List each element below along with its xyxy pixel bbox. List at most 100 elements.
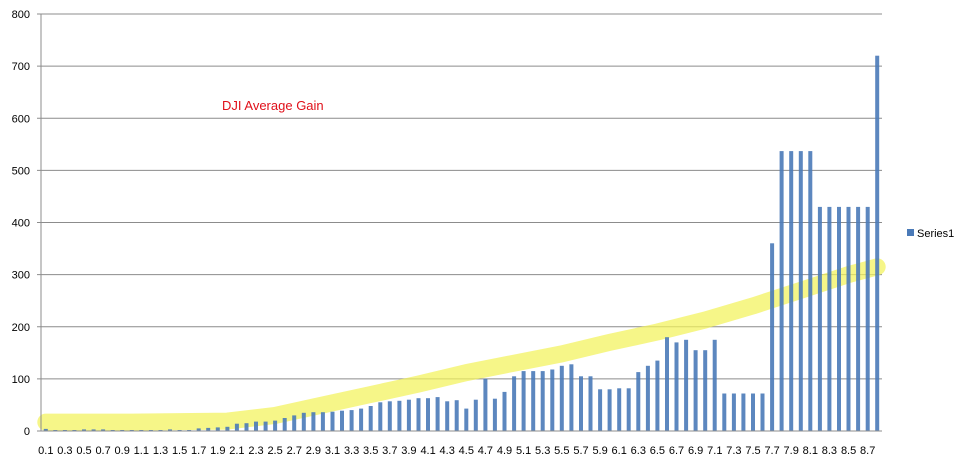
x-tick-label: 5.5	[554, 445, 569, 457]
bar	[665, 337, 669, 431]
x-tick-label: 0.3	[57, 445, 72, 457]
x-tick-label: 6.9	[688, 445, 703, 457]
x-tick-label: 8.7	[860, 445, 875, 457]
bar	[215, 427, 220, 431]
x-tick-label: 3.1	[325, 445, 340, 457]
bar	[168, 429, 172, 431]
y-tick-labels: 0 100 200 300 400 500 600 700 800	[12, 9, 30, 438]
bar	[655, 360, 660, 431]
bar	[234, 423, 239, 431]
gridlines	[41, 13, 882, 380]
bar	[712, 339, 717, 431]
bar	[540, 371, 545, 431]
bar	[445, 401, 450, 431]
bar	[645, 365, 650, 431]
x-tick-label: 1.7	[191, 445, 206, 457]
bar	[225, 426, 230, 431]
x-tick-labels: 0.1 0.3 0.5 0.7 0.9 1.1 1.3 1.5 1.7 1.9 2.1 2.3 2.5 2…	[38, 445, 875, 457]
y-tick-label: 300	[12, 270, 30, 282]
x-tick-label: 4.1	[420, 445, 435, 457]
y-tick-label: 600	[12, 113, 30, 125]
bar	[397, 400, 402, 431]
bar	[731, 393, 736, 431]
bar	[282, 418, 287, 431]
bar	[244, 423, 249, 431]
bar	[598, 389, 603, 431]
bar	[196, 428, 201, 431]
bar	[741, 393, 746, 431]
bar	[263, 421, 268, 431]
x-tick-label: 6.5	[650, 445, 665, 457]
bar	[837, 206, 841, 431]
axes	[37, 13, 882, 432]
bar	[531, 371, 536, 431]
bar	[779, 151, 784, 431]
x-tick-label: 5.7	[573, 445, 588, 457]
x-tick-label: 1.1	[134, 445, 149, 457]
trend-band-group	[37, 258, 886, 431]
x-tick-label: 7.1	[707, 445, 722, 457]
bar	[579, 376, 583, 431]
bar	[502, 391, 507, 431]
bar	[512, 376, 517, 431]
bar	[82, 429, 86, 431]
bar	[693, 350, 698, 431]
x-tick-label: 5.1	[516, 445, 531, 457]
bar	[301, 412, 306, 431]
chart-annotation: DJI Average Gain	[222, 98, 324, 113]
bar	[426, 398, 430, 431]
bar	[320, 412, 325, 431]
x-tick-label: 2.1	[229, 445, 244, 457]
bar	[588, 376, 593, 431]
legend: Series1	[907, 228, 954, 240]
x-tick-label: 4.5	[459, 445, 474, 457]
legend-swatch	[907, 229, 914, 236]
y-tick-label: 200	[12, 322, 30, 334]
bar	[846, 206, 851, 431]
bar	[617, 388, 622, 431]
x-tick-label: 1.5	[172, 445, 187, 457]
trend-band	[37, 258, 886, 431]
bar	[387, 401, 392, 431]
bar	[292, 415, 297, 431]
x-tick-label: 8.5	[841, 445, 856, 457]
x-tick-label: 4.7	[478, 445, 493, 457]
bar	[454, 400, 459, 431]
bar	[865, 206, 870, 431]
bar	[760, 393, 765, 431]
bar	[559, 365, 564, 431]
bar	[607, 389, 612, 431]
bar	[521, 371, 526, 431]
bar	[464, 408, 469, 431]
x-tick-label: 2.3	[248, 445, 263, 457]
bar	[378, 402, 383, 431]
x-tick-label: 0.1	[38, 445, 53, 457]
x-tick-label: 0.7	[95, 445, 110, 457]
x-tick-label: 5.3	[535, 445, 550, 457]
bar	[808, 151, 813, 431]
bar	[684, 339, 689, 431]
bar	[435, 397, 440, 431]
bar	[43, 428, 48, 431]
x-tick-label: 7.3	[726, 445, 741, 457]
bar	[798, 151, 803, 431]
bar	[674, 342, 679, 431]
bar	[492, 398, 497, 431]
bar	[330, 411, 335, 431]
x-tick-label: 2.9	[306, 445, 321, 457]
bar	[406, 399, 411, 431]
x-tick-label: 6.1	[612, 445, 627, 457]
bar	[416, 398, 421, 431]
bar	[722, 393, 727, 431]
bar	[273, 420, 278, 431]
y-tick-label: 100	[12, 374, 30, 386]
x-tick-label: 3.3	[344, 445, 359, 457]
bar	[206, 427, 211, 431]
x-tick-label: 1.9	[210, 445, 225, 457]
bar	[473, 399, 478, 431]
x-tick-label: 7.5	[745, 445, 760, 457]
x-tick-label: 8.1	[803, 445, 818, 457]
bar	[827, 206, 832, 431]
